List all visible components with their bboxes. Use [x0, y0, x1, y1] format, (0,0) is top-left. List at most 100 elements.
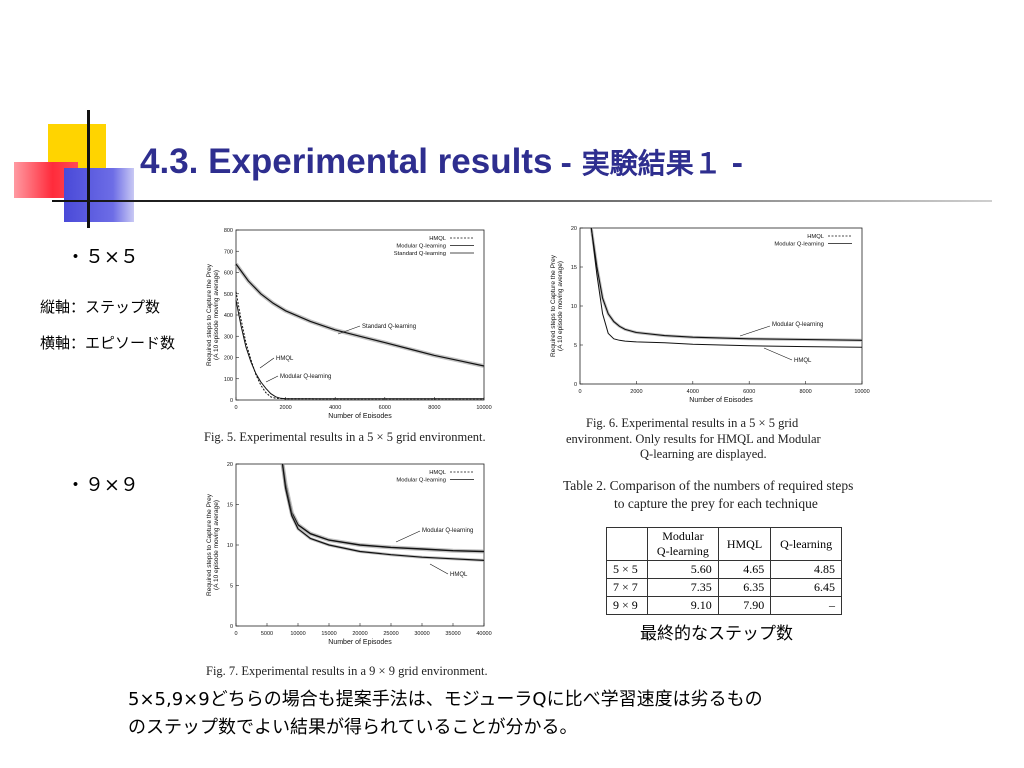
legend-entry: Standard Q-learning — [394, 251, 446, 257]
title-sub: - 実験結果１ - — [560, 147, 744, 180]
logo-vertical-line — [87, 110, 90, 228]
y-tick-label: 200 — [224, 356, 233, 362]
x-tick-label: 2000 — [279, 405, 291, 411]
title-main: 4.3. Experimental results — [140, 142, 553, 181]
fig6-caption-line2: environment. Only results for HMQL and M… — [566, 432, 821, 446]
label-9x9: ・９×９ — [66, 474, 139, 496]
x-tick-label: 8000 — [428, 405, 440, 411]
table-row: 7 × 7 7.35 6.35 6.45 — [605, 578, 842, 597]
y-tick-label: 500 — [224, 292, 233, 298]
table-cell: 4.65 — [717, 560, 772, 579]
x-tick-label: 40000 — [476, 631, 491, 637]
logo-blue-square — [64, 168, 134, 222]
table2-caption-line1: Table 2. Comparison of the numbers of re… — [563, 478, 854, 493]
x-tick-label: 8000 — [799, 389, 811, 395]
y-tick-label: 10 — [571, 304, 577, 310]
annotation-label: Modular Q-learning — [772, 322, 823, 328]
series-line — [235, 263, 485, 367]
y-tick-label: 800 — [224, 228, 233, 234]
table-cell: – — [770, 596, 842, 615]
x-tick-label: 25000 — [383, 631, 398, 637]
x-tick-label: 4000 — [687, 389, 699, 395]
x-axis-label: Number of Episodes — [328, 413, 392, 418]
table-cell: 7.90 — [717, 596, 772, 615]
legend-entry: Modular Q-learning — [396, 244, 446, 250]
x-tick-label: 4000 — [329, 405, 341, 411]
x-tick-label: 10000 — [476, 405, 491, 411]
series-line — [235, 300, 484, 400]
annotation-leader — [259, 357, 275, 369]
chart-fig6: 0 2000 4000 6000 8000 10000 0 5 10 15 20 Number of … — [550, 226, 870, 402]
table-header-cell: Q-learning — [770, 527, 842, 561]
y-tick-label: 0 — [230, 398, 233, 404]
table-header-cell — [605, 527, 649, 561]
x-tick-label: 10000 — [854, 389, 869, 395]
series-line — [235, 291, 484, 400]
x-axis-label: Number of Episodes — [328, 639, 392, 646]
y-axis-label: Required steps to Capture the Prey (A 10 … — [206, 493, 220, 596]
table-cell: 9.10 — [647, 596, 719, 615]
table-cell: 4.85 — [770, 560, 842, 579]
y-axis-label-line2: (A 10 episode moving average) — [557, 261, 564, 351]
table-row: 9 × 9 9.10 7.90– — [605, 596, 842, 615]
y-tick-label: 400 — [224, 313, 233, 319]
y-tick-label: 100 — [224, 377, 233, 383]
legend-entry: Modular Q-learning — [396, 478, 446, 484]
table-header-cell: Modular Q-learning — [647, 527, 719, 561]
title-underline — [52, 200, 992, 202]
series-line-halo — [234, 262, 485, 368]
plot-frame — [579, 227, 863, 385]
plot-frame — [235, 229, 485, 401]
y-tick-label: 0 — [230, 624, 233, 630]
y-axis-label-line2: (A 10 episode moving average) — [213, 500, 220, 590]
y-axis-label-line1: Required steps to Capture the Prey — [550, 254, 557, 357]
table-cell: 5.60 — [647, 560, 719, 579]
series-line — [281, 463, 485, 561]
y-tick-label: 10 — [227, 543, 233, 549]
y-tick-label: 5 — [574, 343, 577, 349]
series-line — [590, 227, 863, 341]
legend-entry: HMQL — [429, 236, 447, 242]
fig5-caption: Fig. 5. Experimental results in a 5 × 5 … — [204, 430, 486, 444]
comparison-table: Modular Q-learning HMQL Q-learning 5 × 5 5.60… — [605, 527, 842, 615]
series-line — [590, 227, 863, 348]
chart-fig5: 0 2000 4000 6000 8000 10000 0 100 200 300 400 500 60… — [206, 228, 492, 418]
annotation-label: HMQL — [794, 358, 812, 364]
fig7-caption: Fig. 7. Experimental results in a 9 × 9 … — [206, 664, 488, 678]
annotation-label: Standard Q-learning — [362, 324, 416, 330]
x-tick-label: 30000 — [414, 631, 429, 637]
x-tick-label: 0 — [234, 631, 237, 637]
x-tick-label: 0 — [578, 389, 581, 395]
y-tick-label: 5 — [230, 584, 233, 590]
annotation-label: HMQL — [450, 572, 468, 578]
y-tick-label: 700 — [224, 249, 233, 255]
annotation-leader — [763, 347, 793, 361]
y-tick-label: 20 — [571, 226, 577, 232]
y-axis-label: Required steps to Capture the Prey (A 10 … — [206, 263, 220, 366]
x-tick-label: 6000 — [379, 405, 391, 411]
legend-entry: HMQL — [807, 234, 825, 240]
conclusion-line1: 5×5,9×9どちらの場合も提案手法は、モジューラQに比べ学習速度は劣るもの — [128, 689, 763, 710]
axis-note-x: 横軸：エピソード数 — [40, 334, 176, 352]
table-cell: 5 × 5 — [605, 560, 649, 579]
x-tick-label: 0 — [234, 405, 237, 411]
y-axis-label-line1: Required steps to Capture the Prey — [206, 493, 213, 596]
y-tick-label: 600 — [224, 271, 233, 277]
table2-caption-line2: to capture the prey for each technique — [614, 496, 818, 511]
x-axis-label: Number of Episodes — [689, 397, 753, 402]
annotation-label: Modular Q-learning — [280, 374, 331, 380]
annotation-leader — [337, 325, 361, 335]
annotation-leader — [429, 563, 449, 575]
conclusion-line2: のステップ数でよい結果が得られていることが分かる。 — [128, 717, 578, 738]
y-tick-label: 300 — [224, 334, 233, 340]
legend-entry: Modular Q-learning — [774, 242, 824, 248]
annotation-leader — [265, 375, 279, 383]
y-tick-label: 15 — [571, 265, 577, 271]
legend-entry: HMQL — [429, 470, 447, 476]
x-tick-label: 2000 — [630, 389, 642, 395]
annotation-label: Modular Q-learning — [422, 528, 473, 534]
table-header-row: Modular Q-learning HMQL Q-learning — [605, 527, 842, 561]
table-cell: 6.45 — [770, 578, 842, 597]
y-tick-label: 20 — [227, 462, 233, 468]
x-tick-label: 35000 — [445, 631, 460, 637]
